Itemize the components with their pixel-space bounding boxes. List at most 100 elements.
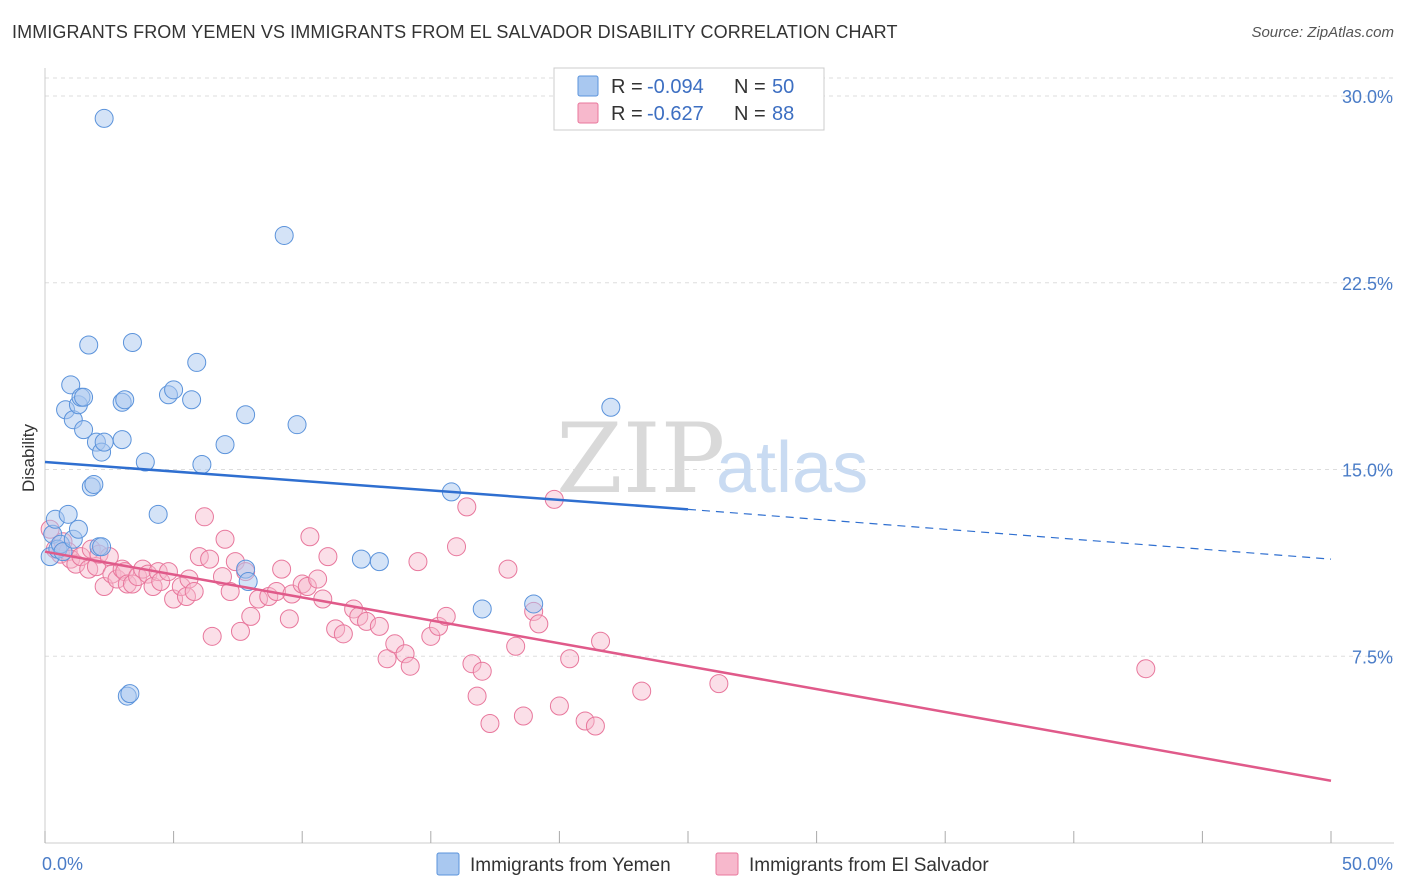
data-point-el-salvador <box>272 559 292 579</box>
data-point-yemen <box>120 684 140 704</box>
data-point-el-salvador <box>506 636 526 656</box>
chart-source: Source: ZipAtlas.com <box>1251 24 1394 41</box>
data-point-el-salvador <box>385 634 405 654</box>
data-point-el-salvador <box>220 582 240 602</box>
y-axis-label: Disability <box>19 423 38 492</box>
data-point-el-salvador <box>292 574 312 594</box>
axes <box>44 68 1394 844</box>
data-point-el-salvador <box>202 626 222 646</box>
data-point-el-salvador <box>480 713 500 733</box>
data-point-el-salvador <box>241 606 261 626</box>
data-point-el-salvador <box>585 716 605 736</box>
data-point-el-salvador <box>279 609 299 629</box>
data-point-el-salvador <box>709 674 729 694</box>
watermark-zip: ZIP <box>556 403 725 515</box>
data-point-el-salvador <box>529 614 549 634</box>
data-point-el-salvador <box>575 711 595 731</box>
data-point-el-salvador <box>408 552 428 572</box>
data-point-el-salvador <box>1136 659 1156 679</box>
series-legend-swatch-yemen <box>436 852 460 876</box>
data-point-yemen <box>236 405 256 425</box>
x-tick-label: 50.0% <box>1342 854 1393 874</box>
data-point-el-salvador <box>318 547 338 567</box>
data-point-yemen <box>274 225 294 245</box>
trend-lines <box>44 460 1332 782</box>
data-point-el-salvador <box>194 507 214 527</box>
legend-r-label-el-salvador: R = <box>611 103 643 125</box>
data-point-el-salvador <box>369 616 389 636</box>
data-point-yemen <box>94 432 114 452</box>
data-point-yemen <box>135 452 155 472</box>
data-point-el-salvador <box>333 624 353 644</box>
data-point-yemen <box>92 537 112 557</box>
data-point-yemen <box>112 430 132 450</box>
legend-r-value-yemen: -0.094 <box>647 76 704 98</box>
data-point-el-salvador <box>549 696 569 716</box>
legend-n-label-el-salvador: N = <box>734 103 766 125</box>
data-point-yemen <box>215 435 235 455</box>
data-point-el-salvador <box>467 686 487 706</box>
legend-swatch-yemen <box>577 75 599 97</box>
data-point-yemen <box>84 474 104 494</box>
series-legend: Immigrants from Yemen Immigrants from El… <box>436 852 989 876</box>
legend-n-label-yemen: N = <box>734 76 766 98</box>
data-point-yemen <box>74 387 94 407</box>
legend-box <box>553 67 825 131</box>
data-point-yemen <box>61 375 81 395</box>
data-point-yemen <box>68 519 88 539</box>
data-point-el-salvador <box>215 529 235 549</box>
data-point-el-salvador <box>400 656 420 676</box>
data-point-el-salvador <box>308 569 328 589</box>
data-point-el-salvador <box>212 567 232 587</box>
data-point-el-salvador <box>395 644 415 664</box>
data-point-yemen <box>182 390 202 410</box>
data-point-yemen <box>94 108 114 128</box>
chart-title: IMMIGRANTS FROM YEMEN VS IMMIGRANTS FROM… <box>12 22 898 42</box>
series-yemen-points <box>40 108 621 706</box>
data-point-yemen <box>187 352 207 372</box>
data-point-yemen <box>74 420 94 440</box>
x-tick-labels: 0.0% 50.0% <box>42 854 1393 874</box>
data-point-yemen <box>369 552 389 572</box>
trend-line-yemen-extrapolated <box>687 508 1332 560</box>
watermark-atlas: atlas <box>716 428 868 508</box>
data-point-el-salvador <box>591 631 611 651</box>
data-point-el-salvador <box>632 681 652 701</box>
data-point-yemen <box>148 504 168 524</box>
x-tick-label: 0.0% <box>42 854 83 874</box>
y-tick-labels: 7.5% 15.0% 22.5% 30.0% <box>1342 87 1393 667</box>
data-point-el-salvador <box>300 527 320 547</box>
y-tick-label: 15.0% <box>1342 461 1393 481</box>
data-point-el-salvador <box>377 649 397 669</box>
series-legend-label-yemen: Immigrants from Yemen <box>470 855 671 876</box>
data-point-el-salvador <box>462 654 482 674</box>
data-point-yemen <box>115 390 135 410</box>
correlation-legend: R = -0.094 N = 50 R = -0.627 N = 88 <box>553 67 825 131</box>
data-point-el-salvador <box>230 621 250 641</box>
y-tick-label: 30.0% <box>1342 87 1393 107</box>
data-point-el-salvador <box>357 611 376 631</box>
data-point-yemen <box>524 594 544 614</box>
series-legend-label-el-salvador: Immigrants from El Salvador <box>749 855 989 876</box>
series-el-salvador-points <box>40 489 1156 736</box>
data-point-el-salvador <box>107 569 127 589</box>
data-point-yemen <box>472 599 492 619</box>
data-point-el-salvador <box>117 574 137 594</box>
data-point-el-salvador <box>447 537 467 557</box>
y-tick-label: 22.5% <box>1342 274 1393 294</box>
data-point-el-salvador <box>200 549 220 569</box>
data-point-el-salvador <box>560 649 580 669</box>
data-point-yemen <box>351 549 371 569</box>
data-point-el-salvador <box>472 661 492 681</box>
legend-r-value-el-salvador: -0.627 <box>647 103 704 125</box>
legend-n-value-yemen: 50 <box>772 76 794 98</box>
data-point-el-salvador <box>297 577 317 597</box>
watermark: ZIP atlas <box>556 403 868 515</box>
y-tick-label: 7.5% <box>1352 647 1393 667</box>
data-point-yemen <box>601 397 621 417</box>
data-point-el-salvador <box>421 626 441 646</box>
data-point-yemen <box>58 504 78 524</box>
series-legend-swatch-el-salvador <box>715 852 739 876</box>
data-point-el-salvador <box>513 706 533 726</box>
